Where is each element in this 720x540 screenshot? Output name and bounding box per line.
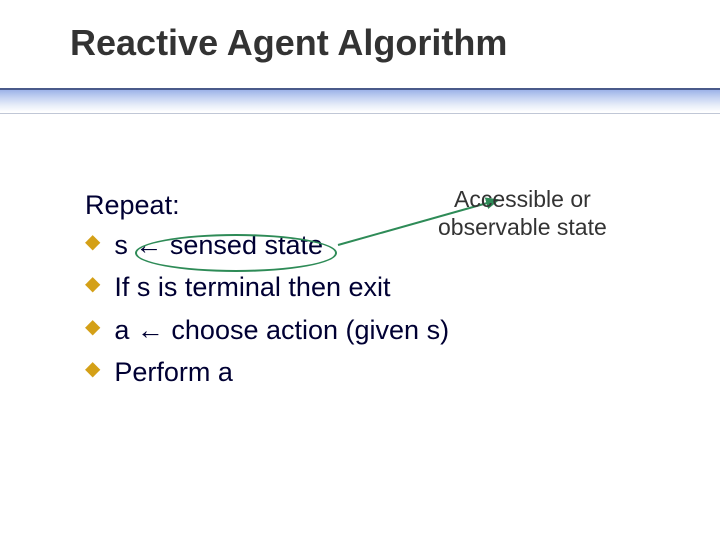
callout-oval (135, 234, 337, 272)
title-divider (0, 88, 720, 114)
bullet-text: If s is terminal then exit (114, 269, 655, 305)
bullet-diamond-icon: ◆ (85, 272, 100, 296)
annotation-line1: Accessible or (454, 186, 591, 212)
annotation-line2: observable state (438, 214, 607, 240)
divider-bottom-line (0, 113, 720, 114)
bullet-diamond-icon: ◆ (85, 315, 100, 339)
divider-gradient (0, 90, 720, 112)
annotation-text: Accessible or observable state (438, 186, 607, 241)
bullet-item: ◆ Perform a (85, 354, 655, 390)
bullet-item: ◆ a ← choose action (given s) (85, 312, 655, 348)
bullet-item: ◆ If s is terminal then exit (85, 269, 655, 305)
bullet-text: a ← choose action (given s) (114, 312, 655, 348)
bullet-text: Perform a (114, 354, 655, 390)
bullet-diamond-icon: ◆ (85, 230, 100, 254)
bullet-diamond-icon: ◆ (85, 357, 100, 381)
slide-title: Reactive Agent Algorithm (70, 22, 507, 64)
